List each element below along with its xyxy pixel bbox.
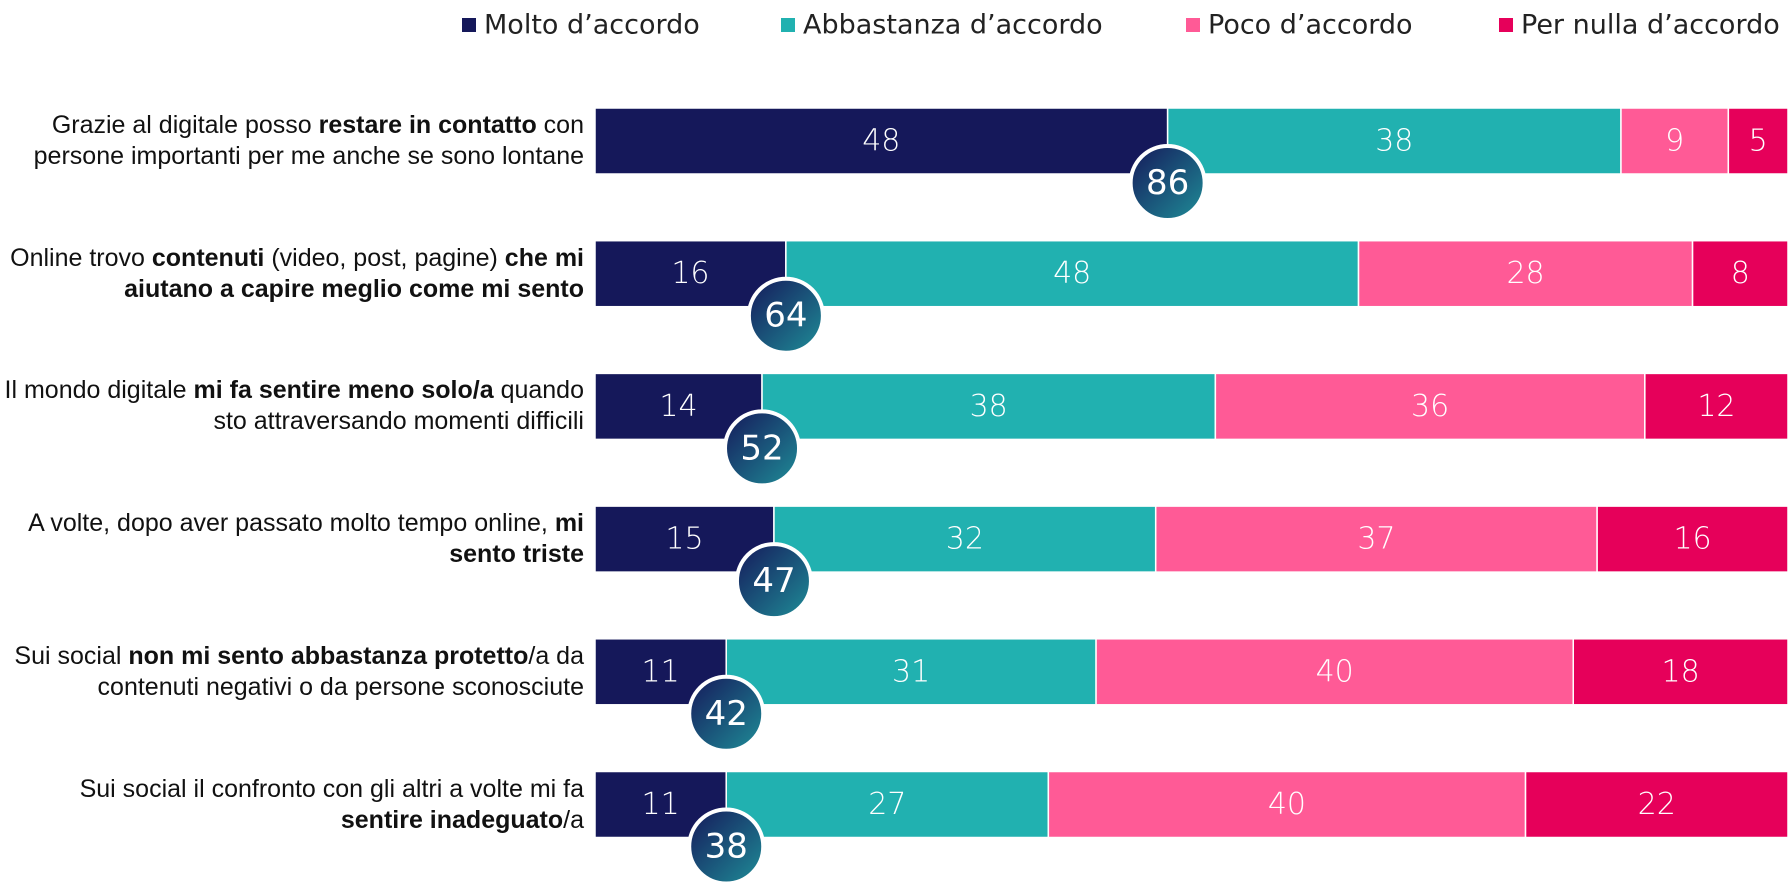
total-badge [734, 542, 813, 621]
bar-segment [1166, 107, 1622, 175]
value-label: 31 [892, 654, 930, 689]
category-text: A volte, dopo aver passato molto tempo o… [4, 508, 584, 570]
bar-segment [594, 107, 1169, 175]
bar-segment [761, 372, 1217, 441]
total-badge [687, 674, 766, 753]
bar-segment [1596, 505, 1788, 573]
category-text: Sui social il confronto con gli altri a … [4, 774, 584, 836]
value-label: 36 [1411, 389, 1449, 424]
category-label: Il mondo digitale mi fa sentire meno sol… [4, 346, 584, 466]
category-run: /a da contenuti negativi o da persone sc… [97, 641, 584, 701]
value-label: 11 [642, 787, 680, 822]
legend-swatch [1499, 18, 1513, 32]
category-run: restare in contatto [318, 111, 537, 139]
legend-swatch [462, 18, 476, 32]
value-label: 32 [946, 522, 984, 557]
category-label: Sui social il confronto con gli altri a … [4, 745, 584, 865]
bar-segment [1095, 638, 1575, 706]
legend-swatch [1186, 18, 1200, 32]
total-label: 47 [752, 561, 795, 601]
value-label: 14 [659, 389, 697, 424]
bar-segment [725, 770, 1050, 839]
value-label: 16 [671, 256, 709, 291]
legend-label: Molto d’accordo [484, 10, 700, 41]
category-run: mi fa sentire meno solo/a [193, 376, 494, 405]
value-label: 16 [1673, 522, 1711, 557]
total-label: 64 [764, 296, 807, 336]
value-label: 9 [1665, 124, 1684, 159]
value-label: 11 [642, 654, 680, 689]
category-run: non mi sento abbastanza protetto [128, 641, 529, 670]
category-run: Grazie al digitale posso [51, 111, 319, 139]
category-label: Online trovo contenuti (video, post, pag… [4, 214, 584, 334]
total-badge [723, 409, 802, 488]
category-text: Il mondo digitale mi fa sentire meno sol… [4, 375, 584, 437]
category-label: Sui social non mi sento abbastanza prote… [4, 612, 584, 732]
value-label: 12 [1697, 389, 1735, 424]
bar-segment [1644, 372, 1788, 441]
total-label: 52 [740, 428, 783, 468]
total-label: 42 [705, 694, 748, 734]
category-label: A volte, dopo aver passato molto tempo o… [4, 479, 584, 599]
value-label: 37 [1357, 522, 1395, 557]
bar-segment [1357, 239, 1694, 308]
category-run: /a [563, 805, 584, 834]
category-run: A volte, dopo aver passato molto tempo o… [28, 509, 555, 538]
bar-segment [725, 638, 1097, 706]
category-text: Grazie al digitale posso restare in cont… [4, 110, 584, 172]
bar-segment [1524, 770, 1788, 839]
bar-segment [1572, 638, 1788, 706]
bar-segment [1620, 107, 1730, 175]
total-badge [1128, 144, 1207, 222]
value-label: 5 [1749, 124, 1768, 159]
total-badge [687, 807, 766, 882]
bar-segment [1691, 239, 1788, 308]
value-label: 28 [1506, 256, 1544, 291]
category-run: mi sento triste [449, 509, 584, 569]
value-label: 22 [1638, 787, 1676, 822]
category-run: (video, post, pagine) [264, 243, 505, 272]
category-run: che mi aiutano a capire meglio come mi s… [124, 243, 584, 303]
value-label: 40 [1316, 654, 1354, 689]
total-label: 86 [1146, 163, 1189, 203]
category-text: Sui social non mi sento abbastanza prote… [4, 641, 584, 703]
bar-segment [1047, 770, 1527, 839]
bar-segment [1727, 107, 1788, 175]
category-run: Sui social il confronto con gli altri a … [79, 774, 584, 803]
category-run: con persone importanti per me anche se s… [33, 111, 584, 170]
legend-label: Abbastanza d’accordo [803, 10, 1103, 41]
category-run: sentire inadeguato [340, 805, 564, 834]
category-run: contenuti [151, 243, 265, 272]
category-label: Grazie al digitale posso restare in cont… [4, 81, 584, 201]
total-label: 38 [705, 827, 748, 867]
legend-label: Per nulla d’accordo [1521, 10, 1780, 41]
value-label: 48 [862, 124, 900, 159]
value-label: 38 [970, 389, 1008, 424]
legend-swatch [781, 18, 795, 32]
category-text: Online trovo contenuti (video, post, pag… [4, 243, 584, 305]
bar-segment [785, 239, 1360, 308]
value-label: 15 [665, 522, 703, 557]
total-badge [746, 276, 825, 355]
category-run: Il mondo digitale [4, 376, 194, 405]
value-label: 8 [1731, 256, 1750, 291]
category-run: Online trovo [10, 243, 152, 272]
bar-segment [773, 505, 1157, 573]
value-label: 18 [1662, 654, 1700, 689]
legend-label: Poco d’accordo [1208, 10, 1413, 41]
value-label: 38 [1375, 124, 1413, 159]
category-run: Sui social [14, 641, 129, 670]
category-run: quando sto attraversando momenti diffici… [213, 376, 584, 436]
value-label: 27 [868, 787, 906, 822]
value-label: 48 [1053, 256, 1091, 291]
value-label: 40 [1268, 787, 1306, 822]
